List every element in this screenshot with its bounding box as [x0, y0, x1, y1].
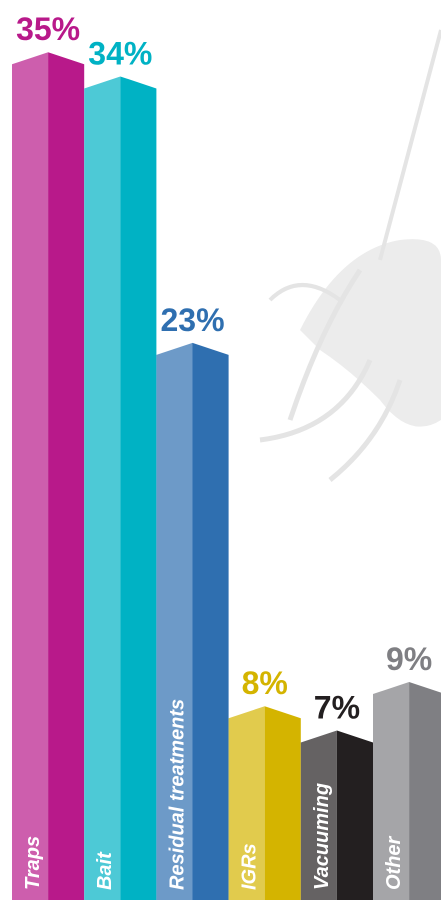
- bar: [156, 342, 229, 900]
- bar-left-face: [373, 682, 410, 900]
- bar-right-face: [120, 76, 157, 900]
- value-label: 34%: [88, 35, 152, 71]
- value-label: 23%: [160, 302, 224, 338]
- category-label: Traps: [22, 836, 44, 890]
- bar-right-face: [409, 682, 441, 900]
- bar-right-face: [48, 52, 85, 900]
- bar: [12, 52, 85, 900]
- bar: [300, 730, 373, 900]
- category-label: Residual treatments: [166, 699, 188, 890]
- value-label: 7%: [314, 689, 360, 725]
- bar: [84, 76, 157, 900]
- bar-left-face: [228, 706, 265, 900]
- bar-left-face: [84, 76, 121, 900]
- bar: [228, 706, 301, 900]
- bar-right-face: [264, 706, 301, 900]
- bar-right-face: [192, 342, 229, 900]
- value-label: 9%: [386, 641, 432, 677]
- bar-right-face: [336, 730, 373, 900]
- value-label: 8%: [242, 665, 288, 701]
- bar-left-face: [156, 342, 193, 900]
- category-label: IGRs: [239, 843, 261, 890]
- bar: [373, 682, 441, 900]
- value-label: 35%: [16, 11, 80, 47]
- category-label: Other: [383, 835, 405, 890]
- category-label: Vacuuming: [311, 783, 333, 890]
- category-label: Bait: [94, 851, 116, 890]
- mosquito-silhouette: [259, 29, 441, 482]
- bar-left-face: [12, 52, 49, 900]
- bar-left-face: [300, 730, 337, 900]
